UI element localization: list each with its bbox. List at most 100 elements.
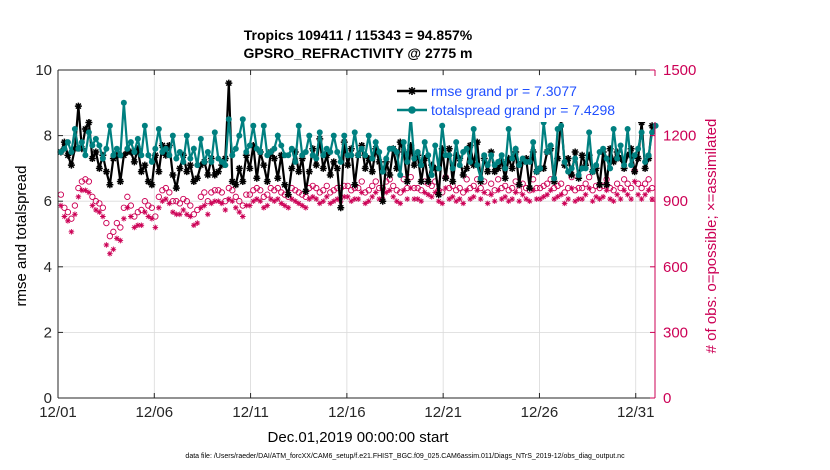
y-left-tick-label: 10 [35,62,52,79]
legend-spread-label: totalspread grand pr = 7.4298 [431,102,615,118]
totalspread-point [421,139,428,146]
totalspread-point [526,158,533,165]
obs-assimilated-point [278,200,285,207]
obs-assimilated-point [586,185,592,191]
totalspread-point [572,155,579,162]
obs-possible-point [397,189,404,196]
totalspread-point [271,145,278,152]
rmse-point [305,168,313,176]
rmse-point [435,191,443,199]
totalspread-point [369,155,376,162]
y-right-tick-label: 300 [663,324,688,341]
obs-possible-point [166,189,173,196]
totalspread-point [337,158,344,165]
rmse-point [333,164,341,172]
rmse-point [645,155,653,163]
obs-assimilated-point [365,198,372,204]
obs-possible-point [127,202,135,209]
rmse-point [106,181,114,189]
obs-possible-point [236,198,243,205]
obs-assimilated-point [229,198,236,204]
totalspread-point [285,152,292,159]
obs-assimilated-point [603,187,610,194]
obs-possible-point [495,176,502,183]
obs-assimilated-point [404,196,411,202]
rmse-point [274,174,282,182]
totalspread-point [183,132,190,139]
totalspread-point [313,155,320,162]
rmse-point [197,161,205,169]
obs-possible-point [509,184,516,192]
rmse-point [571,148,579,156]
rmse-point [211,171,219,179]
obs-assimilated-point [166,200,173,207]
obs-possible-point [68,215,75,222]
rmse-point [603,181,611,189]
obs-assimilated-point [467,196,473,202]
obs-assimilated-point [498,196,505,202]
obs-assimilated-point [177,211,183,218]
y-right-tick-label: 0 [663,390,671,407]
rmse-point [358,141,366,149]
rmse-point [403,178,411,186]
obs-assimilated-point [292,198,299,204]
totalspread-point [127,139,134,146]
obs-assimilated-point [117,237,124,244]
obs-assimilated-point [330,198,337,204]
obs-assimilated-point [376,196,383,202]
obs-assimilated-point [75,194,82,200]
rmse-point [449,178,457,186]
rmse-point [592,164,600,172]
totalspread-point [376,149,383,155]
totalspread-point [439,122,446,129]
obs-possible-point [117,224,124,231]
obs-assimilated-point [253,196,260,202]
totalspread-point [414,149,421,155]
obs-possible-point [113,219,121,227]
obs-assimilated-point [624,191,631,198]
obs-assimilated-point [635,191,641,198]
rmse-point [260,161,268,169]
obs-assimilated-point [180,207,187,213]
totalspread-point [327,149,334,155]
totalspread-point [603,155,610,162]
rmse-point [365,155,373,163]
totalspread-point [351,129,358,136]
totalspread-point [194,162,201,169]
totalspread-point [400,139,407,146]
rmse-point [193,174,201,182]
obs-possible-point [372,178,379,185]
obs-assimilated-point [642,191,648,198]
rmse-point [337,204,345,212]
totalspread-point [187,155,194,162]
rmse-point [424,178,432,186]
rmse-point [515,181,523,189]
rmse-point [344,161,352,169]
totalspread-point [544,149,551,155]
rmse-point [631,168,639,176]
obs-assimilated-point [369,194,376,200]
rmse-point [134,145,142,153]
rmse-point [505,155,513,163]
rmse-point [519,158,527,166]
obs-assimilated-point [505,198,512,204]
totalspread-point [435,165,442,172]
x-tick-label: 12/06 [136,404,174,421]
totalspread-point [131,149,138,155]
totalspread-point [425,152,432,159]
totalspread-point [558,122,565,129]
rmse-point [263,178,271,186]
rmse-point [407,141,415,149]
obs-assimilated-point [470,194,477,200]
totalspread-point [257,149,264,155]
obs-possible-point [582,180,589,187]
rmse-point [235,164,243,172]
totalspread-point [341,132,348,139]
rmse-point [242,151,250,159]
y-right-tick-label: 600 [663,259,688,276]
obs-assimilated-point [393,198,400,204]
obs-assimilated-point [327,200,334,207]
obs-possible-point [124,193,131,200]
totalspread-point [432,142,439,149]
totalspread-point [362,152,369,159]
